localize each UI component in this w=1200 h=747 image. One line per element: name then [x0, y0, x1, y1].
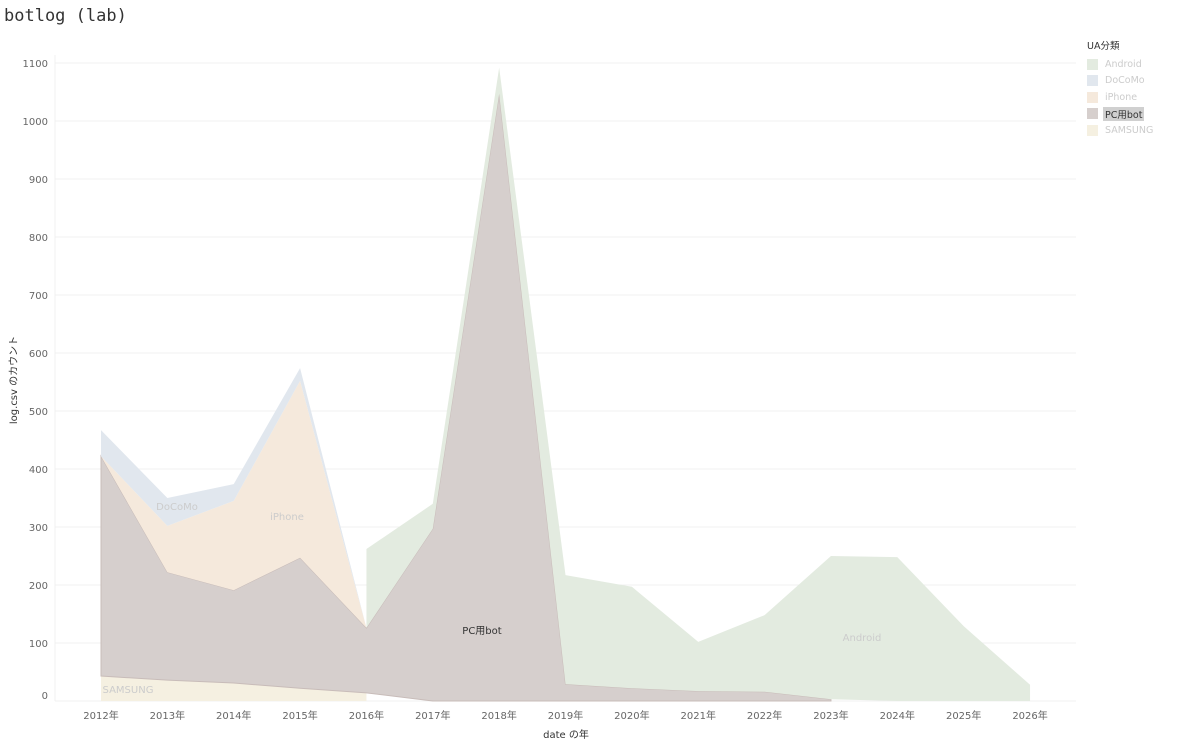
area-samsung-mark[interactable]: [101, 676, 367, 701]
legend-item[interactable]: SAMSUNG: [1087, 122, 1155, 139]
x-tick-label: 2019年: [548, 709, 583, 722]
x-tick-label: 2013年: [150, 709, 185, 722]
area-label: Android: [843, 633, 882, 644]
y-tick-label: 1000: [23, 117, 48, 128]
x-tick-label: 2021年: [681, 709, 716, 722]
legend-item[interactable]: DoCoMo: [1087, 73, 1155, 90]
y-tick-label: 500: [29, 407, 48, 418]
y-tick-label: 600: [29, 349, 48, 360]
legend-label: PC用bot: [1103, 106, 1145, 121]
y-tick-label: 200: [29, 581, 48, 592]
x-tick-label: 2023年: [813, 709, 848, 722]
legend-label: SAMSUNG: [1105, 124, 1154, 136]
y-axis-label: log.csv のカウント: [8, 336, 20, 424]
legend-item[interactable]: PC用bot: [1087, 106, 1155, 123]
legend-swatch: [1087, 75, 1098, 87]
y-tick-label: 800: [29, 233, 48, 244]
area-docomo-mark[interactable]: [101, 368, 367, 628]
y-tick-label: 300: [29, 523, 48, 534]
x-tick-label: 2016年: [349, 709, 384, 722]
x-tick-label: 2014年: [216, 709, 251, 722]
x-tick-label: 2017年: [415, 709, 450, 722]
y-tick-label: 100: [29, 639, 48, 650]
x-tick-label: 2015年: [282, 709, 317, 722]
y-tick-label: 1100: [23, 59, 48, 70]
legend-label: iPhone: [1105, 91, 1138, 103]
x-tick-label: 2026年: [1012, 709, 1047, 722]
legend-title: UA分類: [1087, 41, 1120, 52]
x-tick-label: 2024年: [880, 709, 915, 722]
legend-label: DoCoMo: [1105, 75, 1145, 87]
x-tick-label: 2025年: [946, 709, 981, 722]
legend: UA分類 Android DoCoMo iPhone PC用bot SAMSUNG: [1087, 38, 1155, 139]
area-android-mark[interactable]: [366, 67, 1031, 701]
legend-swatch: [1087, 124, 1098, 136]
legend-swatch: [1087, 58, 1098, 70]
legend-swatch: [1087, 108, 1098, 120]
y-tick-label: 0: [42, 691, 48, 702]
area-label: PC用bot: [462, 626, 501, 637]
legend-swatch: [1087, 91, 1098, 103]
area-label: iPhone: [270, 512, 304, 523]
area-label: SAMSUNG: [103, 685, 154, 696]
legend-item[interactable]: Android: [1087, 56, 1155, 73]
y-tick-label: 400: [29, 465, 48, 476]
x-tick-label: 2022年: [747, 709, 782, 722]
y-tick-label: 900: [29, 175, 48, 186]
x-axis-label: date の年: [543, 728, 589, 741]
y-tick-label: 700: [29, 291, 48, 302]
legend-item[interactable]: iPhone: [1087, 89, 1155, 106]
x-tick-label: 2012年: [83, 709, 118, 722]
x-tick-label: 2018年: [481, 709, 516, 722]
page-title: botlog (lab): [4, 6, 127, 26]
area-label: DoCoMo: [156, 502, 198, 513]
area-pcbot-mark[interactable]: [100, 93, 832, 702]
x-tick-label: 2020年: [614, 709, 649, 722]
legend-label: Android: [1105, 58, 1142, 70]
area-iphone-mark[interactable]: [101, 380, 367, 628]
